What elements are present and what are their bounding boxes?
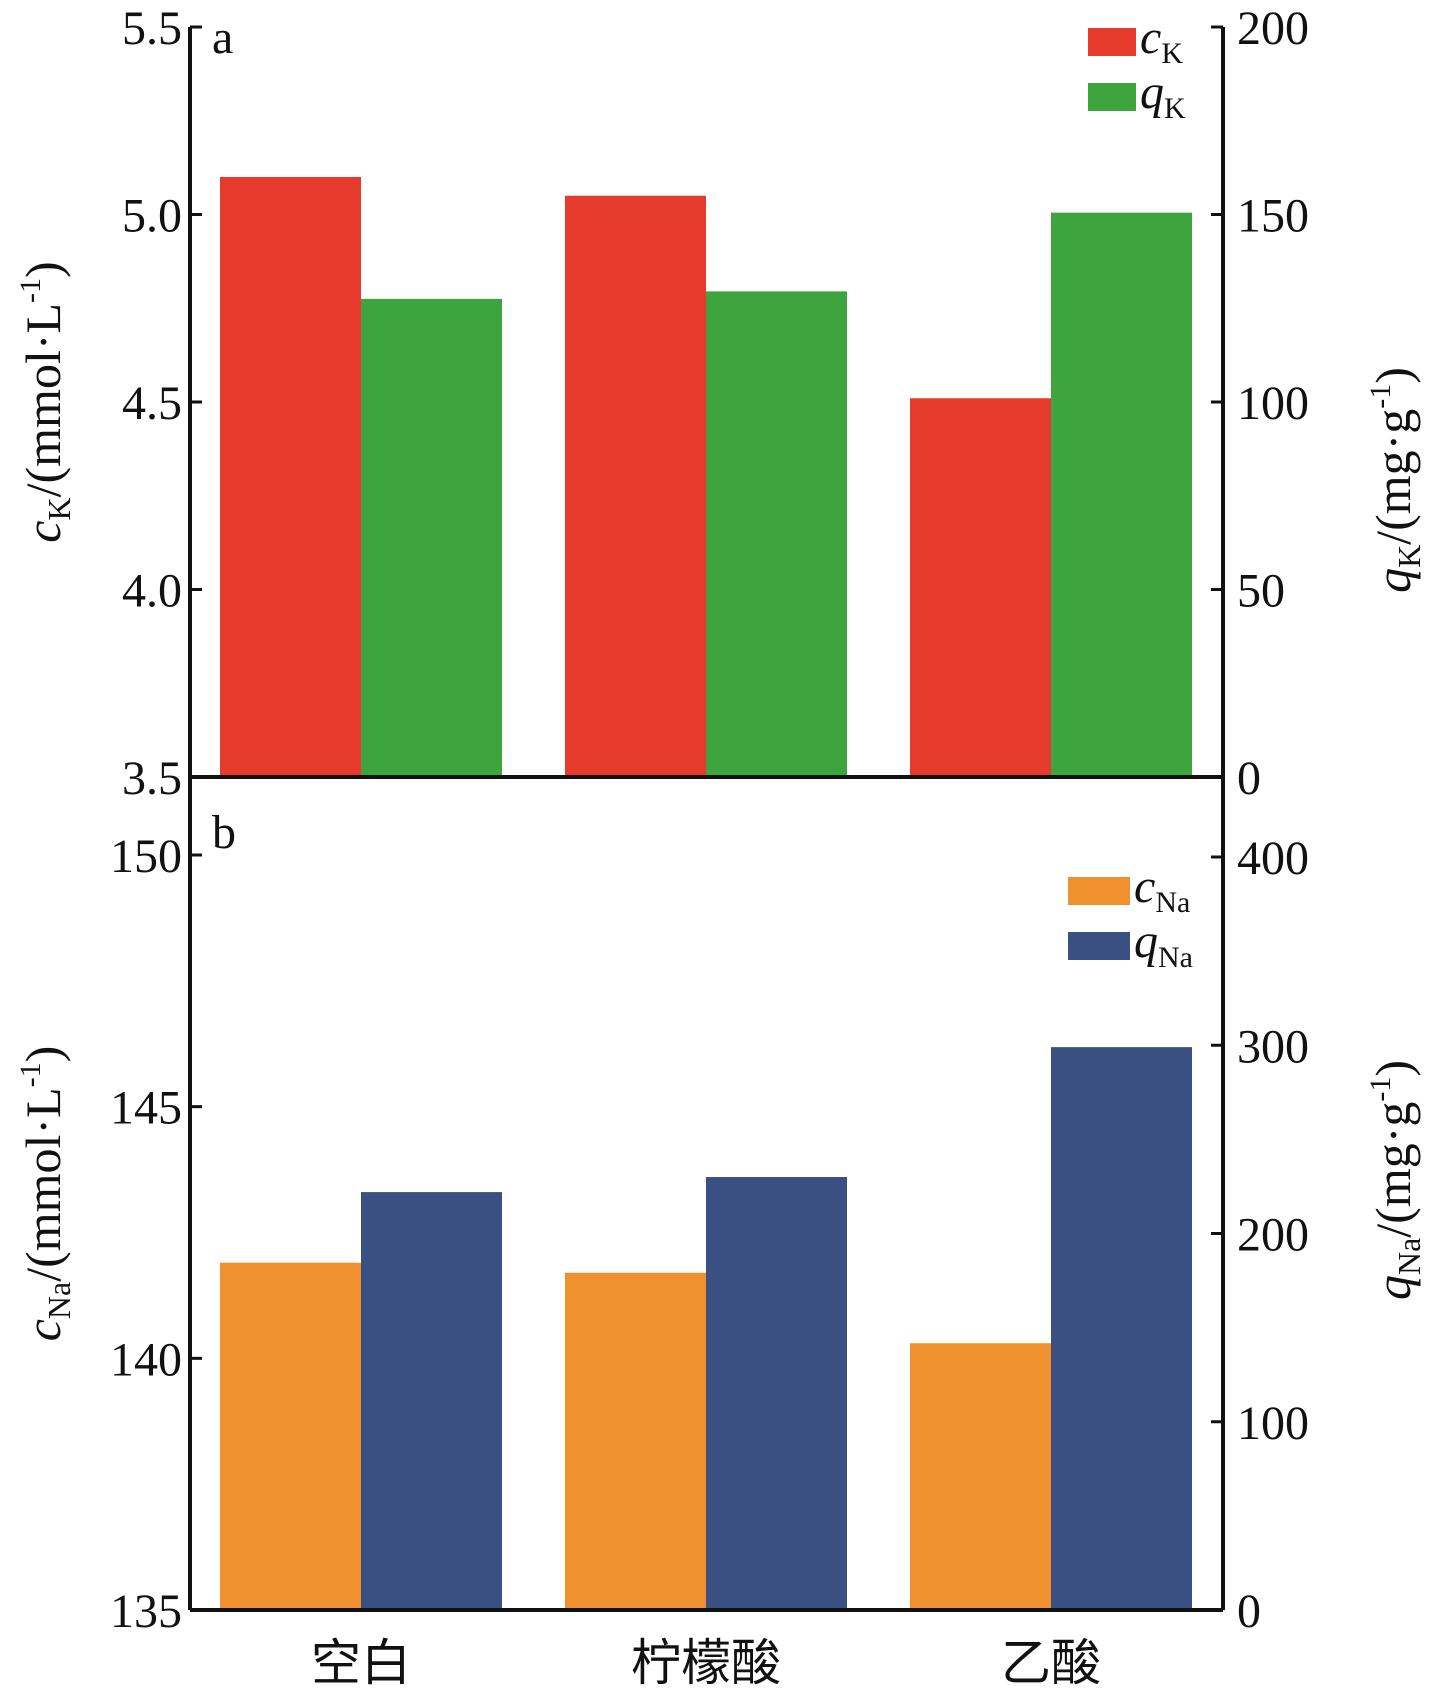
- legend-symbol: q: [1140, 66, 1164, 119]
- right-tick-label: 400: [1237, 832, 1309, 885]
- bar-a-right-1: [706, 291, 847, 777]
- bar-a-left-1: [565, 195, 706, 777]
- legend-label: qK: [1140, 66, 1186, 125]
- left-tick-label: 145: [110, 1082, 182, 1135]
- right-tick-label: 0: [1237, 1585, 1261, 1638]
- left-tick-label: 5.5: [122, 2, 182, 55]
- bar-b-left-2: [910, 1343, 1051, 1610]
- right-axis-title-symbol: q: [1365, 1275, 1421, 1300]
- left-axis-title-close: ): [15, 261, 71, 278]
- legend-swatch: [1088, 83, 1136, 111]
- left-axis-title-sup: -1: [14, 1062, 47, 1087]
- left-axis-title-sub: K: [41, 497, 77, 520]
- legend-sub: Na: [1158, 941, 1193, 974]
- right-axis-title-close: ): [1365, 367, 1421, 384]
- right-tick-label: 200: [1237, 2, 1309, 55]
- right-tick-label: 100: [1237, 377, 1309, 430]
- category-label: 乙酸: [1001, 1634, 1101, 1692]
- left-axis-title-symbol: c: [15, 1319, 71, 1341]
- right-tick-label: 150: [1237, 190, 1309, 243]
- left-axis-title-sup: -1: [14, 278, 47, 303]
- panel-label: b: [212, 806, 236, 859]
- right-axis-title: qNa/(mg·g-1): [1364, 1060, 1427, 1300]
- legend-label: cK: [1140, 11, 1183, 70]
- right-axis-title-symbol: q: [1365, 568, 1421, 593]
- right-axis-title-sup: -1: [1364, 384, 1397, 409]
- left-tick-label: 135: [110, 1585, 182, 1638]
- bar-a-right-2: [1051, 212, 1192, 777]
- bar-b-right-1: [706, 1177, 847, 1610]
- right-axis-title: qK/(mg·g-1): [1364, 367, 1427, 593]
- bar-a-left-0: [220, 177, 361, 777]
- right-tick-label: 200: [1237, 1209, 1309, 1262]
- legend-swatch: [1088, 28, 1136, 56]
- left-tick-label: 4.5: [122, 377, 182, 430]
- bar-b-left-0: [220, 1262, 361, 1610]
- left-tick-label: 140: [110, 1333, 182, 1386]
- left-tick-label: 5.0: [122, 190, 182, 243]
- left-axis-title-sub: Na: [41, 1282, 77, 1319]
- right-tick-label: 100: [1237, 1397, 1309, 1450]
- legend-symbol: c: [1140, 11, 1161, 64]
- panel-label: a: [212, 11, 233, 64]
- left-tick-label: 4.0: [122, 565, 182, 618]
- legend-label: qNa: [1134, 915, 1193, 974]
- right-axis-title-sup: -1: [1364, 1077, 1397, 1102]
- left-axis-title: cK/(mmol·L-1): [14, 261, 77, 542]
- legend-swatch: [1068, 877, 1130, 905]
- left-axis-title-unit: /(mmol·L: [15, 303, 71, 497]
- bar-b-right-2: [1051, 1047, 1192, 1610]
- legend-sub: Na: [1155, 886, 1190, 919]
- right-axis-title-unit: /(mg·g: [1365, 1102, 1421, 1238]
- legend-label: cNa: [1134, 860, 1190, 919]
- left-axis-title-close: ): [15, 1046, 71, 1063]
- left-axis-title-unit: /(mmol·L: [15, 1087, 71, 1281]
- left-axis-title-symbol: c: [15, 520, 71, 542]
- legend-sub: K: [1161, 37, 1183, 70]
- left-tick-label: 150: [110, 830, 182, 883]
- left-tick-label: 3.5: [122, 752, 182, 805]
- right-tick-label: 300: [1237, 1020, 1309, 1073]
- legend-symbol: c: [1134, 860, 1155, 913]
- right-axis-title-sub: Na: [1391, 1238, 1427, 1275]
- right-axis-title-sub: K: [1391, 545, 1427, 568]
- legend-sub: K: [1164, 92, 1186, 125]
- legend-symbol: q: [1134, 915, 1158, 968]
- bar-a-right-0: [361, 298, 502, 777]
- panel-a: 3.54.04.55.05.5050100150200acK/(mmol·L-1…: [14, 2, 1427, 805]
- category-label: 空白: [311, 1634, 411, 1692]
- right-tick-label: 0: [1237, 752, 1261, 805]
- category-label: 柠檬酸: [631, 1634, 781, 1692]
- bar-a-left-2: [910, 398, 1051, 777]
- bar-b-right-0: [361, 1192, 502, 1610]
- right-axis-title-close: ): [1365, 1060, 1421, 1077]
- bar-b-left-1: [565, 1272, 706, 1610]
- right-tick-label: 50: [1237, 565, 1285, 618]
- right-axis-title-unit: /(mg·g: [1365, 409, 1421, 545]
- panel-b: 1351401451500100200300400bcNa/(mmol·L-1)…: [14, 777, 1427, 1638]
- legend-swatch: [1068, 932, 1130, 960]
- left-axis-title: cNa/(mmol·L-1): [14, 1046, 77, 1342]
